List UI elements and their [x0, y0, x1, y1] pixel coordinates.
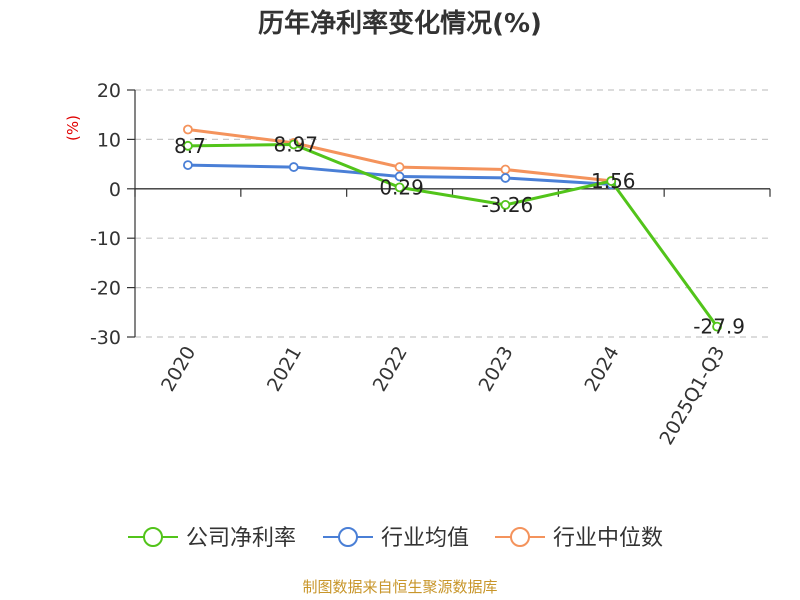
y-tick-label: -30: [90, 327, 121, 349]
data-point: [394, 171, 405, 182]
grid-layer: [135, 89, 770, 338]
y-tick-label: 0: [109, 179, 121, 201]
data-point: [183, 124, 193, 135]
data-label: 8.97: [273, 132, 318, 156]
data-point: [394, 162, 405, 172]
y-tick-label: 10: [97, 129, 121, 151]
legend-label: 公司净利率: [186, 526, 296, 551]
data-label: 1.56: [591, 169, 636, 193]
data-point: [712, 321, 722, 332]
legend: 公司净利率 行业均值 行业中位数: [128, 526, 663, 551]
legend-marker: [338, 527, 358, 547]
data-label: -3.26: [482, 193, 534, 217]
x-tick-label: 2020: [157, 343, 200, 396]
x-tick-label: 2022: [369, 343, 412, 396]
series-line: [187, 142, 719, 328]
legend-item: 行业均值: [323, 526, 469, 551]
data-point: [183, 160, 193, 170]
x-tick-label: 2025Q1-Q3: [655, 343, 729, 449]
legend-label: 行业均值: [381, 526, 469, 551]
y-tick-label: -20: [90, 278, 121, 300]
data-point: [500, 200, 511, 210]
data-label: 0.29: [379, 175, 424, 199]
y-tick-label: -10: [90, 228, 121, 250]
data-label-layer: 8.7 8.97 0.29 -3.26 1.56 -27.9: [174, 132, 745, 338]
legend-item: 公司净利率: [128, 526, 296, 551]
data-label: -27.9: [693, 315, 745, 339]
y-axis-label: (%): [64, 115, 82, 141]
data-point: [288, 139, 299, 150]
legend-marker: [143, 527, 163, 547]
data-point: [183, 140, 193, 151]
series-layer: [183, 124, 722, 332]
data-point: [606, 176, 617, 186]
legend-item: 行业中位数: [495, 526, 663, 551]
y-tick-label: 20: [97, 80, 121, 102]
data-point: [500, 173, 511, 183]
x-tick-label: 2021: [263, 343, 306, 396]
x-tick-label: 2023: [475, 343, 518, 396]
x-tick-label: 2024: [580, 343, 623, 396]
data-point: [394, 182, 405, 193]
source-note: 制图数据来自恒生聚源数据库: [302, 578, 497, 596]
chart-title: 历年净利率变化情况(%): [258, 8, 542, 39]
legend-label: 行业中位数: [553, 526, 663, 551]
legend-marker: [510, 527, 530, 547]
data-point: [288, 162, 299, 172]
data-point: [500, 164, 511, 175]
data-label: 8.7: [174, 134, 206, 158]
